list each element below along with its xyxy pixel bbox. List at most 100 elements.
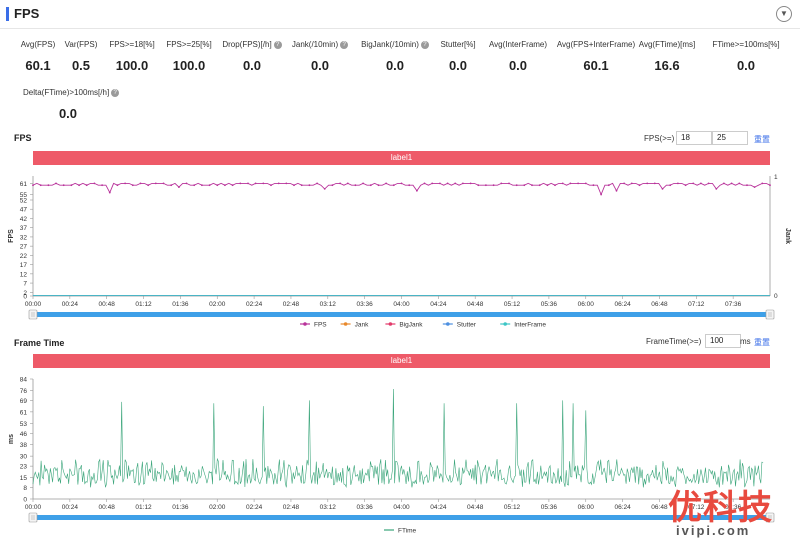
metric-label-text: Jank(/10min) xyxy=(291,40,339,49)
legend-item[interactable]: FTime xyxy=(398,528,417,535)
fps-label-bar: label1 xyxy=(33,151,770,165)
metric-item: Jank(/10min)? 0.0 xyxy=(275,40,365,73)
fps-point xyxy=(262,182,265,185)
fps-point xyxy=(285,182,288,185)
fps-point xyxy=(85,184,88,187)
fps-point xyxy=(661,188,664,190)
x-tick-label: 07:12 xyxy=(688,301,705,308)
slider-handle[interactable] xyxy=(28,512,38,523)
metric-label-text: FTime>=100ms[%] xyxy=(712,40,780,49)
metric-label-text: Stutter[%] xyxy=(440,40,476,49)
metric-label: Drop(FPS)[/h]? xyxy=(207,40,297,49)
fps-point xyxy=(561,182,564,185)
legend-item[interactable]: Stutter xyxy=(457,322,477,329)
x-tick-label: 00:24 xyxy=(62,301,79,308)
x-tick-label: 05:12 xyxy=(504,504,521,511)
metric-value: 0.0 xyxy=(508,58,528,73)
metric-label: FTime>=100ms[%] xyxy=(701,40,791,49)
metric-label: FPS>=18[%] xyxy=(87,40,177,49)
help-icon[interactable]: ? xyxy=(340,40,349,49)
fps-point xyxy=(331,184,334,187)
metric-value: 0.5 xyxy=(71,58,91,73)
fps-point xyxy=(630,182,633,185)
chevron-down-icon[interactable]: ▼ xyxy=(776,6,792,22)
fps-point xyxy=(339,182,341,185)
slider-handle[interactable] xyxy=(28,309,38,320)
fps-point xyxy=(738,182,741,185)
help-icon[interactable]: ? xyxy=(420,40,429,49)
fps-point xyxy=(715,188,718,190)
fps-point xyxy=(346,182,349,185)
zoom-slider xyxy=(33,515,770,520)
x-tick-label: 00:00 xyxy=(25,301,42,308)
legend-item[interactable]: BigJank xyxy=(399,322,423,329)
fps-point xyxy=(70,184,73,187)
fps-point xyxy=(515,184,518,187)
ftime-reset-link[interactable]: 重置 xyxy=(754,338,770,347)
y-tick-label: 84 xyxy=(20,377,28,384)
fps-point xyxy=(93,182,96,185)
x-tick-label: 02:24 xyxy=(246,301,263,308)
fps-point xyxy=(753,186,756,188)
fps-point xyxy=(546,184,549,187)
metric-value: 0.0 xyxy=(385,58,405,73)
fps-point xyxy=(170,184,173,187)
metric-label-text: BigJank(/10min) xyxy=(361,40,419,49)
help-icon[interactable]: ? xyxy=(111,88,120,97)
fps-point xyxy=(684,184,687,187)
fps-point xyxy=(62,184,65,187)
ftime-chart: 0 8 15 23 30 38 46 53 61 69 76 84 ms 00:00 00:24 00:48 0… xyxy=(8,377,775,535)
legend-item[interactable]: Jank xyxy=(355,322,369,329)
x-tick-label: 04:00 xyxy=(393,301,410,308)
slider-handle[interactable] xyxy=(765,512,775,523)
fps-point xyxy=(607,184,610,187)
y-axis-title: FPS xyxy=(8,229,15,243)
fps-point xyxy=(139,182,142,185)
slider-handle[interactable] xyxy=(765,309,775,320)
metric-item: Avg(FTime)[ms] 16.6 xyxy=(622,40,712,73)
ftime-section-title: Frame Time xyxy=(14,338,65,348)
ftime-threshold-input[interactable]: 100 xyxy=(705,334,741,348)
metric-value: 60.1 xyxy=(583,58,609,73)
fps-point xyxy=(439,182,441,185)
help-icon[interactable]: ? xyxy=(273,40,282,49)
legend-item[interactable]: FPS xyxy=(314,322,327,329)
fps-point xyxy=(469,182,472,185)
x-tick-label: 00:48 xyxy=(99,504,116,511)
fps-threshold-input-1[interactable]: 18 xyxy=(676,131,712,145)
legend-item[interactable]: InterFrame xyxy=(514,322,546,329)
fps-point xyxy=(531,184,533,187)
fps-point xyxy=(231,184,234,187)
y-axis-title: ms xyxy=(8,434,15,444)
fps-point xyxy=(78,184,80,187)
legend-swatch-dot xyxy=(343,322,348,326)
y-tick-label: 23 xyxy=(20,464,28,471)
fps-point xyxy=(162,182,165,185)
metric-value: 0.0 xyxy=(242,58,262,73)
x-tick-label: 01:36 xyxy=(172,301,189,308)
metric-value: 100.0 xyxy=(115,58,149,73)
fps-point xyxy=(400,182,403,185)
x-tick-label: 01:12 xyxy=(135,301,152,308)
fps-point xyxy=(692,182,695,185)
fps-point xyxy=(646,182,649,185)
fps-threshold-input-2[interactable]: 25 xyxy=(712,131,748,145)
fps-point xyxy=(723,182,725,185)
header-accent xyxy=(6,7,9,21)
metric-label: Avg(FPS) xyxy=(0,40,83,49)
metric-value: 0.0 xyxy=(310,58,330,73)
y-tick-label: 61 xyxy=(20,181,28,188)
fps-point xyxy=(47,184,50,187)
y-tick-label: 47 xyxy=(20,207,28,214)
x-tick-label: 04:48 xyxy=(467,301,484,308)
y-tick-label: 12 xyxy=(20,271,28,278)
metric-value: 16.6 xyxy=(654,58,680,73)
metric-item: Avg(FPS) 60.1 xyxy=(0,40,83,73)
fps-point xyxy=(700,182,702,185)
metric-value: 0.0 xyxy=(736,58,756,73)
x-tick-label: 06:24 xyxy=(614,301,631,308)
series-fps-line xyxy=(32,182,771,196)
fps-reset-link[interactable]: 重置 xyxy=(754,135,770,144)
x-tick-label: 05:36 xyxy=(541,301,558,308)
